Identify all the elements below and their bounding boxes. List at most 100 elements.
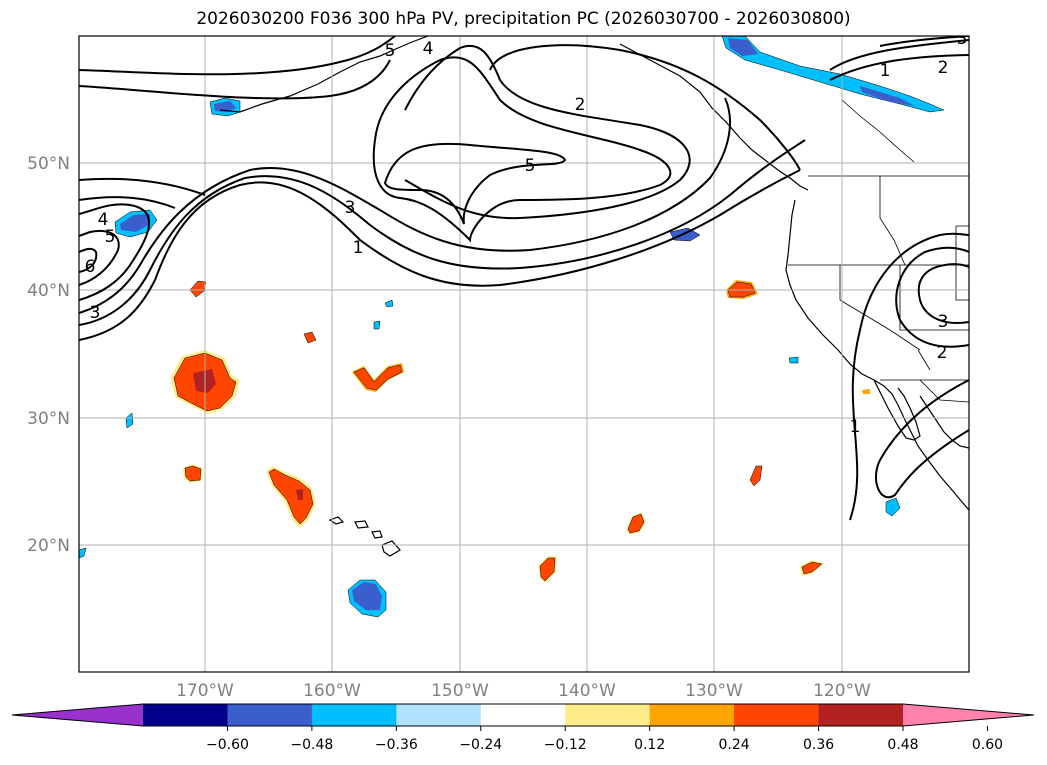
graticule (79, 36, 969, 672)
colorbar-tick-label: 0.60 (972, 737, 1003, 753)
pv-contour-upper-ridge (79, 36, 396, 100)
precip-positive-blob (189, 280, 207, 298)
lon-gridlines (204, 36, 843, 672)
colorbar-segment (480, 704, 566, 726)
pv-label: 4 (423, 39, 434, 59)
precip-negative-blob (721, 36, 945, 113)
precip-positive-core (296, 489, 303, 500)
pv-contour-6-west (79, 247, 98, 273)
colorbar-tick-label: −0.24 (459, 737, 502, 753)
precip-negative-blob (79, 547, 87, 559)
colorbar-tick-label: 0.36 (803, 737, 834, 753)
lon-tick-label: 120°W (813, 681, 871, 701)
colorbar-segment (311, 704, 397, 726)
colorbar-segment (734, 704, 820, 726)
precip-positive-blob (303, 331, 317, 344)
colorbar-segment (565, 704, 651, 726)
pv-label: 3 (90, 303, 101, 323)
coastline-alaska-panhandle (619, 43, 809, 191)
precip-positive-blob (801, 561, 823, 575)
pv-label: 2 (938, 58, 949, 78)
lat-tick-label: 30°N (27, 409, 70, 429)
pv-contour-2-east (895, 246, 969, 348)
map-title: 2026030200 F036 300 hPa PV, precipitatio… (196, 9, 851, 29)
pv-contour-2-west (79, 139, 806, 326)
pv-contour-5-west (79, 230, 120, 286)
precip-negative-core (352, 582, 382, 610)
pv-label: 1 (353, 238, 364, 258)
pv-label: 5 (525, 156, 536, 176)
precip-negative-core (214, 101, 236, 112)
precip-positive-blob (862, 389, 870, 394)
precip-anomaly-fill (79, 36, 945, 618)
longitude-tick-labels: 170°W 160°W 150°W 140°W 130°W 120°W (176, 681, 871, 701)
pv-contour-3-center (404, 44, 691, 220)
precip-negative-blob (384, 299, 394, 308)
precip-negative-core (120, 214, 150, 232)
precip-positive-blob (268, 468, 314, 525)
colorbar-tick-label: −0.60 (206, 737, 249, 753)
precip-negative-blob (788, 356, 799, 364)
lon-tick-label: 140°W (558, 681, 616, 701)
colorbar-extend-max (903, 704, 1034, 726)
colorbar-tick-label: 0.12 (634, 737, 665, 753)
pv-contour-labels: 1 2 2 5 3 1 4 5 6 3 3 2 1 5 4 3 (85, 29, 968, 437)
lon-tick-label: 130°W (685, 681, 743, 701)
map-area: 1 2 2 5 3 1 4 5 6 3 3 2 1 5 4 3 (79, 29, 969, 672)
coastline-alaska (219, 36, 429, 113)
pv-contour-2-ne (829, 36, 969, 81)
colorbar-tick-label: −0.36 (375, 737, 418, 753)
lat-gridlines (79, 162, 969, 546)
precip-negative-blob (125, 412, 134, 429)
colorbar: −0.60 −0.48 −0.36 −0.24 −0.12 0.12 0.24 0.36 0.4… (11, 703, 1035, 753)
pv-contour-1-west (79, 169, 801, 341)
pv-label: 4 (98, 210, 109, 230)
pv-label: 3 (938, 312, 949, 332)
coastlines (219, 36, 969, 557)
pv-contour-1-east (849, 232, 969, 521)
political-borders (788, 36, 969, 403)
precip-positive-blob (627, 513, 645, 534)
coastline-hawaii (328, 516, 401, 557)
coastline-baja (873, 379, 921, 441)
pv-label: 1 (880, 61, 891, 81)
lat-tick-label: 40°N (27, 281, 70, 301)
state-borders (788, 176, 969, 403)
colorbar-tick-label: 0.24 (719, 737, 750, 753)
coastline-sonora (919, 395, 969, 449)
pv-contour-upper-trough (79, 177, 206, 209)
precip-positive-blob (184, 465, 202, 482)
colorbar-segment (818, 704, 904, 726)
colorbar-segment (649, 704, 735, 726)
lon-tick-label: 160°W (303, 681, 361, 701)
precip-negative-blob (373, 320, 381, 330)
precip-negative-core (728, 38, 915, 106)
pv-label: 2 (937, 343, 948, 363)
precip-positive-blob (539, 557, 556, 582)
colorbar-tick-label: 0.48 (887, 737, 918, 753)
pv-contour-3-east (917, 263, 969, 324)
colorbar-tick-label: −0.48 (290, 737, 333, 753)
lat-tick-label: 50°N (27, 154, 70, 174)
pv-contour-2-north (489, 44, 801, 171)
colorbar-segment (396, 704, 482, 726)
colorbar-segment (143, 704, 228, 726)
lon-tick-label: 170°W (176, 681, 234, 701)
precip-positive-blob (749, 465, 763, 487)
pv-label: 2 (575, 95, 586, 115)
map-frame (78, 35, 970, 673)
coastline-us-west (785, 199, 969, 511)
colorbar-extend-min (12, 704, 143, 726)
colorbar-outline (11, 703, 1035, 727)
colorbar-segment (227, 704, 313, 726)
pv-label: 5 (385, 41, 396, 61)
pv-contour-4-center (372, 56, 672, 243)
pv-label: 6 (85, 257, 96, 277)
precip-negative-blob (885, 497, 901, 517)
pv-contours (79, 36, 969, 521)
pv-label: 3 (957, 29, 968, 49)
pv-contour-4-west (79, 203, 150, 301)
pv-contour-3-west (79, 97, 731, 314)
pv-label: 3 (345, 198, 356, 218)
